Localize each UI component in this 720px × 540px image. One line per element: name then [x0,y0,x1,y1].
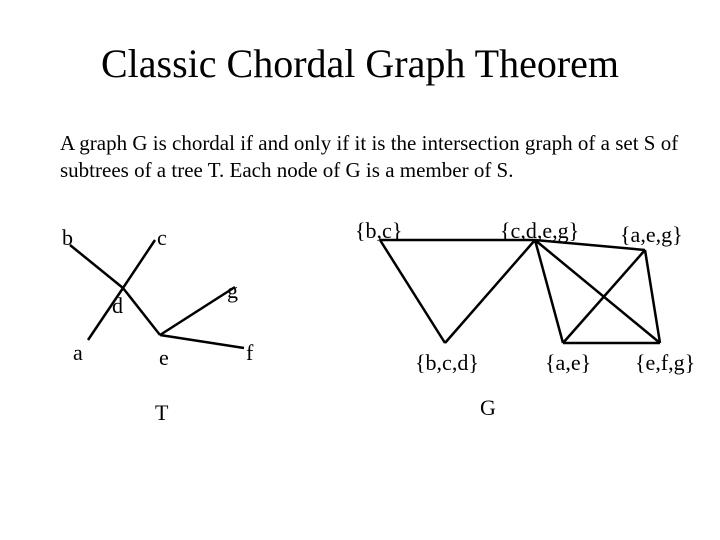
tree-node-g: g [227,278,238,304]
tree-node-c: c [157,225,167,251]
graph-node-aeg: {a,e,g} [620,222,683,248]
graph-node-bcd: {b,c,d} [415,350,479,376]
graph-node-efg: {e,f,g} [635,350,695,376]
tree-node-a: a [73,340,83,366]
tree-node-e: e [159,345,169,371]
tree-node-d: d [112,293,123,319]
tree-label: T [155,400,168,426]
graph-label: G [480,395,496,421]
tree-node-f: f [246,340,253,366]
graph-node-cdeg: {c,d,e,g} [500,218,579,244]
graph-diagram [0,0,720,540]
graph-node-bc: {b,c} [355,218,402,244]
graph-node-ae: {a,e} [545,350,591,376]
tree-node-b: b [62,225,73,251]
